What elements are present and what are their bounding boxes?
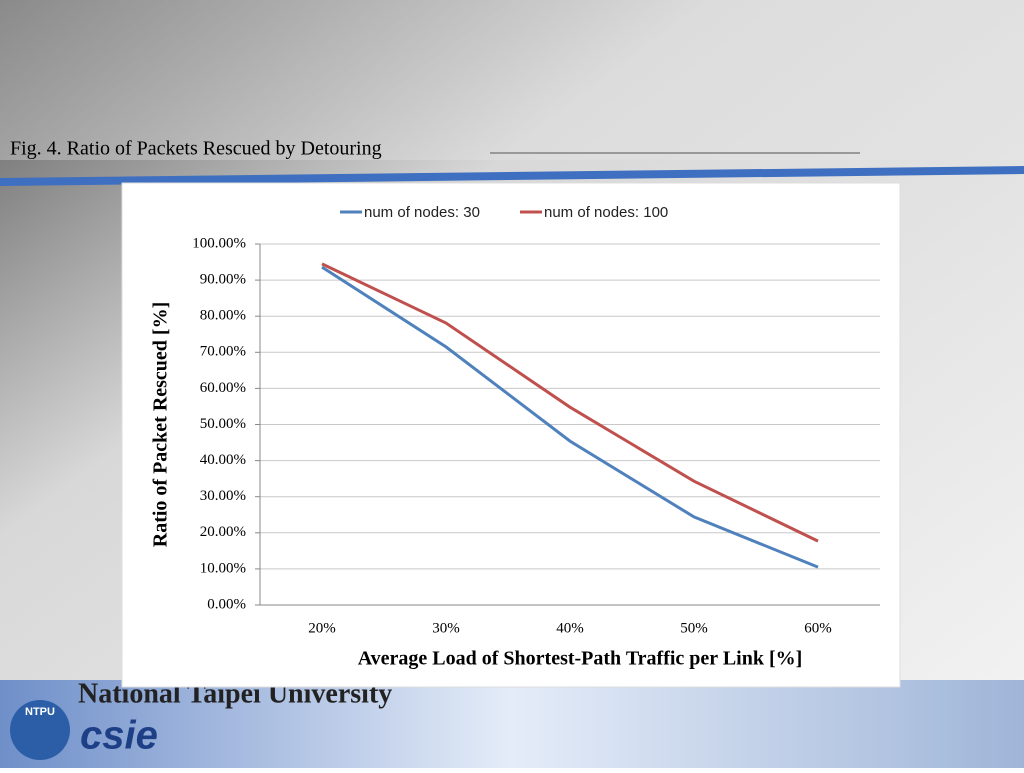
y-tick-label: 70.00% — [200, 344, 246, 360]
y-axis-title: Ratio of Packet Rescued [%] — [150, 302, 172, 548]
logo-circle — [10, 700, 70, 760]
y-tick-label: 100.00% — [192, 235, 246, 251]
x-tick-label: 60% — [804, 620, 832, 636]
legend-label: num of nodes: 30 — [364, 204, 480, 221]
blue-stripe — [0, 166, 1024, 186]
x-tick-label: 30% — [432, 620, 460, 636]
logo-text: csie — [80, 714, 158, 758]
footer-band — [0, 680, 1024, 768]
header-band — [0, 0, 1024, 160]
chart: 0.00% 10.00% 20.00% 30.00% 40.00% 50.00% 60.00… — [150, 204, 880, 670]
y-tick-label: 60.00% — [200, 380, 246, 396]
legend-label: num of nodes: 100 — [544, 204, 668, 221]
caption: Fig. 4. Ratio of Packets Rescued by Deto… — [10, 138, 382, 160]
y-tick-label: 0.00% — [207, 596, 246, 612]
series-line — [321, 265, 819, 569]
y-tick-label: 30.00% — [200, 488, 246, 504]
series-line — [321, 262, 819, 543]
x-tick-label: 50% — [680, 620, 708, 636]
y-tick-label: 10.00% — [200, 560, 246, 576]
y-tick-label: 20.00% — [200, 524, 246, 540]
y-tick-label: 80.00% — [200, 308, 246, 324]
x-tick-label: 40% — [556, 620, 584, 636]
x-axis-title: Average Load of Shortest-Path Traffic pe… — [358, 648, 803, 670]
chart-area — [121, 182, 901, 688]
y-tick-label: 90.00% — [200, 272, 246, 288]
y-tick-label: 50.00% — [200, 416, 246, 432]
x-tick-label: 20% — [308, 620, 336, 636]
logo-badge: NTPU — [25, 706, 55, 718]
y-tick-label: 40.00% — [200, 452, 246, 468]
